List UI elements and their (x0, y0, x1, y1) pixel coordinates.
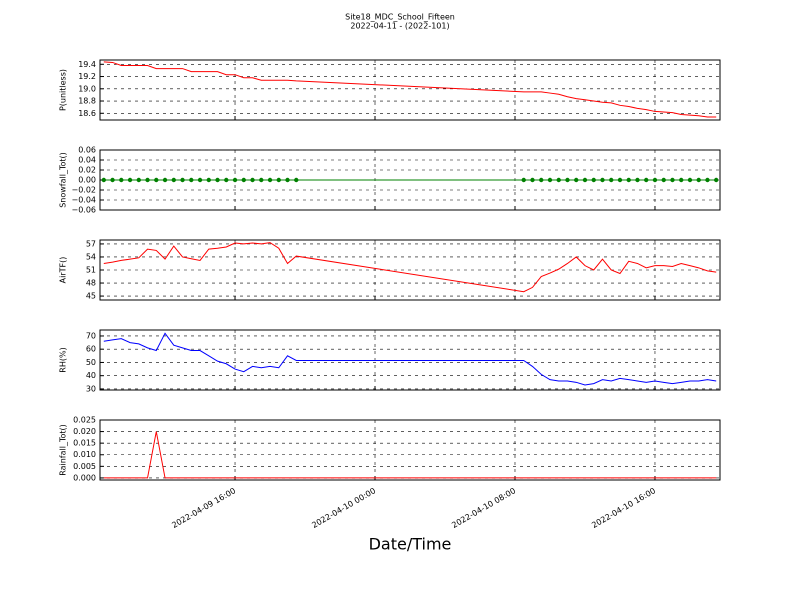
y-tick-label: −0.06 (71, 206, 96, 215)
y-tick-label: −0.02 (71, 186, 96, 195)
data-point (110, 177, 115, 183)
y-axis-label: Rainfall_Tot() (59, 424, 68, 476)
data-point (530, 177, 535, 183)
y-axis-label: AirTF() (59, 257, 68, 284)
data-point (224, 177, 229, 183)
y-tick-label: 0.005 (73, 462, 96, 471)
data-point (609, 177, 614, 183)
data-line (103, 431, 717, 479)
data-point (565, 177, 570, 183)
data-point (197, 177, 203, 183)
axes-frame (99, 59, 721, 121)
data-point (661, 177, 666, 183)
x-tick-label: 2022-04-10 16:00 (590, 486, 657, 530)
y-tick-label: −0.04 (71, 196, 96, 205)
data-point (539, 177, 544, 183)
y-tick-label: 19.0 (78, 84, 96, 93)
y-tick-label: 19.2 (78, 72, 96, 81)
data-point (276, 177, 281, 183)
y-tick-label: 0.00 (78, 176, 96, 185)
data-point (582, 177, 588, 183)
y-tick-label: 0.000 (73, 473, 96, 482)
data-point (285, 177, 290, 183)
data-point (547, 177, 553, 183)
x-tick-label: 2022-04-10 08:00 (450, 486, 517, 530)
y-tick-label: 0.06 (78, 146, 96, 155)
axes-frame (99, 329, 721, 391)
data-point (617, 177, 623, 183)
y-tick-label: 54 (86, 252, 96, 261)
data-line (103, 242, 717, 293)
axes-frame (99, 419, 721, 481)
x-tick-label: 2022-04-09 16:00 (170, 486, 237, 530)
y-tick-label: 0.020 (73, 427, 96, 436)
figure-title: Site18_MDC_School_Fifteen (345, 13, 455, 22)
data-point (591, 177, 596, 183)
data-point (574, 177, 579, 183)
data-point (180, 177, 185, 183)
data-point (145, 177, 150, 183)
data-point (294, 177, 299, 183)
data-point (119, 177, 124, 183)
data-point (696, 177, 701, 183)
data-point (687, 177, 693, 183)
data-point (670, 177, 675, 183)
y-tick-label: 50 (86, 358, 96, 367)
y-tick-label: 19.4 (78, 60, 96, 69)
y-tick-label: 51 (86, 266, 96, 275)
y-tick-label: 0.04 (78, 156, 96, 165)
data-point (652, 177, 658, 183)
axes-frame (99, 239, 721, 301)
y-tick-label: 70 (86, 331, 96, 340)
y-tick-label: 48 (86, 279, 96, 288)
data-point (215, 177, 220, 183)
y-tick-label: 0.025 (73, 416, 96, 425)
data-point (626, 177, 631, 183)
data-point (250, 177, 255, 183)
y-tick-label: 18.8 (78, 97, 96, 106)
data-point (556, 177, 561, 183)
data-point (644, 177, 649, 183)
data-point (162, 177, 168, 183)
y-axis-label: Snowfall_Tot() (59, 152, 68, 208)
y-tick-label: 57 (86, 239, 96, 248)
x-axis-label: Date/Time (369, 535, 452, 554)
y-axis-label: P(unitless) (59, 69, 68, 111)
y-tick-label: 30 (86, 384, 96, 393)
data-point (136, 177, 141, 183)
data-point (267, 177, 273, 183)
x-tick-label: 2022-04-10 00:00 (310, 486, 377, 530)
data-point (189, 177, 194, 183)
y-tick-label: 40 (86, 371, 96, 380)
y-tick-label: 0.02 (78, 166, 96, 175)
data-point (635, 177, 640, 183)
y-tick-label: 60 (86, 345, 96, 354)
axes-frame (99, 149, 721, 211)
data-line (103, 61, 717, 118)
y-axis-label: RH(%) (59, 347, 68, 372)
data-point (206, 177, 211, 183)
data-point (171, 177, 176, 183)
y-tick-label: 18.6 (78, 109, 96, 118)
data-point (101, 177, 106, 183)
data-point (679, 177, 684, 183)
y-tick-label: 0.010 (73, 450, 96, 459)
data-point (600, 177, 605, 183)
data-point (521, 177, 526, 183)
data-point (714, 177, 719, 183)
data-point (232, 177, 238, 183)
y-tick-label: 0.015 (73, 439, 96, 448)
data-point (127, 177, 133, 183)
data-point (259, 177, 264, 183)
data-point (154, 177, 159, 183)
figure-subtitle: 2022-04-11 - (2022-101) (350, 22, 449, 31)
data-line (103, 332, 717, 386)
data-point (705, 177, 710, 183)
data-point (241, 177, 246, 183)
y-tick-label: 45 (86, 292, 96, 301)
